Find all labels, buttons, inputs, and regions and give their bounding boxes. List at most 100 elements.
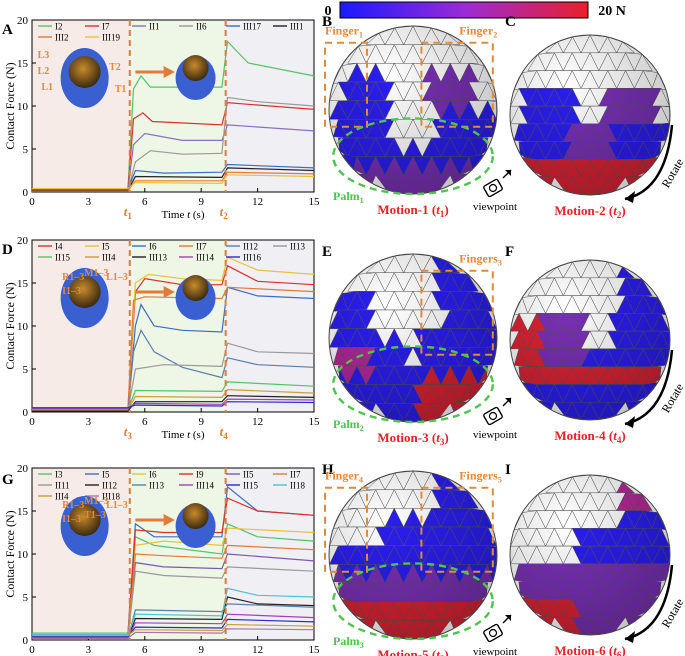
region-label-main: Finger xyxy=(325,468,360,482)
motion-caption-sub: 3 xyxy=(440,437,445,447)
legend-label: I2 xyxy=(55,22,63,32)
palm-contact-region xyxy=(332,562,495,641)
y-tick-label: 5 xyxy=(23,144,29,156)
x-tick-label: 15 xyxy=(309,196,321,208)
motion-caption-sub: 5 xyxy=(440,654,445,656)
event-label: t5 xyxy=(124,652,133,656)
sphere-outline xyxy=(328,253,498,423)
motion-caption-time: t xyxy=(436,202,440,217)
hand-joint-label: R1–3 xyxy=(62,272,84,283)
legend-label: III13 xyxy=(149,253,167,263)
legend-label: III4 xyxy=(102,253,116,263)
viewpoint-label: viewpoint xyxy=(473,646,517,656)
region-label-main: Fingers xyxy=(459,251,498,265)
hand-joint-label: I1–3 xyxy=(62,286,81,297)
motion-caption-name: Motion-2 xyxy=(554,203,605,218)
inset-hand-photo: L3 L2 L1 T2 T1 xyxy=(38,48,126,108)
x-tick-label: 0 xyxy=(29,416,35,428)
x-axis-label: Time t (s) xyxy=(162,209,205,221)
inset-arrow-head xyxy=(163,66,175,78)
legend-label: I5 xyxy=(102,470,110,480)
legend-label: III18 xyxy=(102,492,120,502)
x-axis-label-unit: (s) xyxy=(190,209,205,221)
event-label: t4 xyxy=(220,424,229,441)
hand-joint-label: M1–3 xyxy=(84,496,108,507)
viewpoint-arrow-head xyxy=(505,398,511,404)
event-label-sub: 1 xyxy=(127,211,132,221)
x-tick-label: 9 xyxy=(198,644,204,656)
region-label-sub: 1 xyxy=(360,196,364,205)
x-tick-label: 3 xyxy=(86,416,92,428)
rotate-arrow-head xyxy=(625,631,635,643)
viewpoint-label: viewpoint xyxy=(473,429,517,441)
sphere-panel-f: F Motion-4 (t4) Rotate xyxy=(505,244,685,445)
sphere-outline xyxy=(509,34,671,196)
series-line-i7 xyxy=(32,101,315,191)
palm-contact-region xyxy=(332,345,495,424)
hand-joint-label: L2 xyxy=(38,66,50,77)
series-line-iii1 xyxy=(32,167,315,191)
x-tick-label: 3 xyxy=(86,196,92,208)
camera-lens-icon xyxy=(488,183,498,193)
inset-arrow-head xyxy=(163,286,175,298)
y-tick-label: 15 xyxy=(17,58,29,70)
region-label: Palm1 xyxy=(333,189,364,205)
camera-icon xyxy=(483,623,503,643)
ball-shape xyxy=(68,504,101,536)
palm-contact-region xyxy=(332,117,495,196)
event-label: t6 xyxy=(220,652,229,656)
y-tick-label: 15 xyxy=(17,506,29,518)
legend-label: I3 xyxy=(55,470,63,480)
motion-caption: Motion-5 (t5) xyxy=(377,647,448,656)
motion-caption-name: Motion-1 xyxy=(377,202,428,217)
motion-caption: Motion-3 (t3) xyxy=(377,430,448,447)
legend-label: III1 xyxy=(290,22,304,32)
viewpoint-label: viewpoint xyxy=(473,201,517,213)
y-axis-label: Contact Force (N) xyxy=(3,510,17,597)
legend-label: III2 xyxy=(55,33,69,43)
event-label: t1 xyxy=(124,204,133,221)
motion-caption-open: ( xyxy=(429,430,437,445)
series-line-ii15 xyxy=(32,381,315,410)
region-label-main: Palm xyxy=(333,417,360,431)
event-label-var: t xyxy=(220,204,224,219)
x-axis-label: Time t (s) xyxy=(162,429,205,441)
rotate-label: Rotate xyxy=(659,381,685,415)
legend-label: II7 xyxy=(290,470,301,480)
panel-letter: E xyxy=(322,244,332,260)
region-label-sub: 3 xyxy=(498,258,502,267)
motion-caption-time: t xyxy=(613,203,617,218)
inset-grasp-photo xyxy=(175,275,216,320)
event-label: t2 xyxy=(220,204,229,221)
legend-label: II5 xyxy=(243,470,254,480)
ball-shape xyxy=(182,275,209,301)
series-line-iii19 xyxy=(32,174,315,190)
legend-label: II1 xyxy=(149,22,160,32)
y-tick-label: 15 xyxy=(17,278,29,290)
motion-caption-name: Motion-5 xyxy=(377,647,429,656)
sphere-outline xyxy=(509,474,671,636)
region-label-main: Fingers xyxy=(459,468,498,482)
ball-shape xyxy=(68,276,101,308)
camera-lens-icon xyxy=(488,628,498,638)
ball-shape xyxy=(182,55,209,81)
motion-caption-sub: 6 xyxy=(617,650,622,656)
series-line-ii18 xyxy=(32,587,315,636)
motion-caption-sub: 2 xyxy=(617,210,622,220)
x-tick-label: 6 xyxy=(142,196,148,208)
x-tick-label: 12 xyxy=(252,196,263,208)
viewpoint-arrow-head xyxy=(505,170,511,176)
y-tick-label: 5 xyxy=(23,364,29,376)
series-line-iii16 xyxy=(32,401,315,409)
x-tick-label: 12 xyxy=(252,416,263,428)
series-line-iii14 xyxy=(32,613,315,638)
sphere-panel-c: C Motion-2 (t2) Rotate xyxy=(505,14,685,220)
panel-letter: A xyxy=(2,22,13,38)
region-label: Palm2 xyxy=(333,417,364,433)
ball-shape xyxy=(68,56,101,88)
